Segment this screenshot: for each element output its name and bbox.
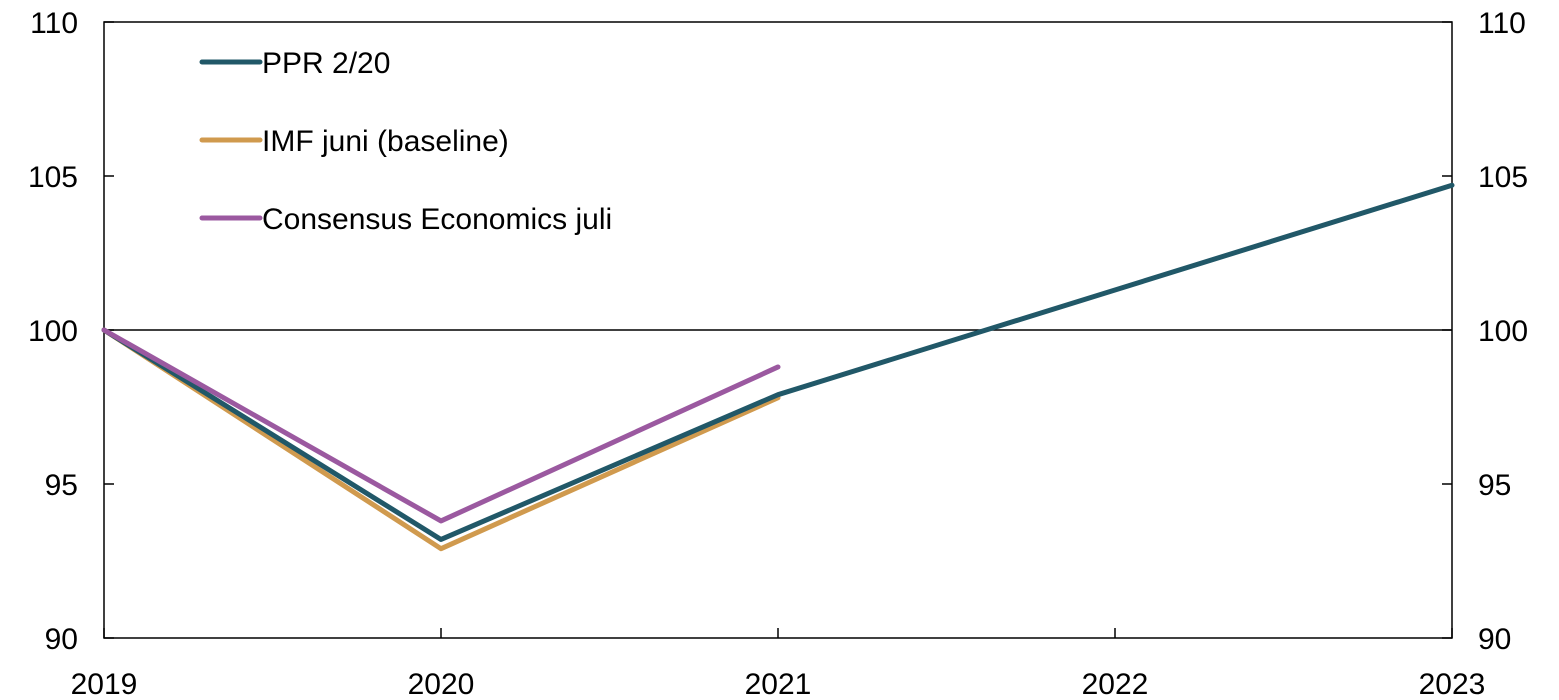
y-tick-label-right: 90 bbox=[1478, 623, 1511, 656]
y-tick-label-right: 110 bbox=[1478, 7, 1526, 40]
x-tick-label: 2019 bbox=[71, 668, 138, 700]
y-tick-label-left: 95 bbox=[45, 469, 78, 502]
legend: PPR 2/20 IMF juni (baseline) Consensus Eco… bbox=[199, 47, 612, 236]
legend-label-2: Consensus Economics juli bbox=[262, 203, 612, 236]
series-line-2 bbox=[101, 327, 781, 524]
x-tick-label: 2022 bbox=[1082, 668, 1149, 700]
legend-label-1: IMF juni (baseline) bbox=[262, 125, 509, 158]
series-line-1 bbox=[101, 327, 781, 552]
ticks-layer: 90 90 95 95 100 100 105 105 110 110 2019 2020 2021 20… bbox=[28, 7, 1528, 700]
series-line-0 bbox=[101, 182, 1455, 542]
y-tick-label-left: 110 bbox=[30, 7, 78, 40]
y-tick-label-left: 90 bbox=[45, 623, 78, 656]
y-tick-label-right: 95 bbox=[1478, 469, 1511, 502]
y-tick-label-left: 105 bbox=[28, 161, 78, 194]
x-tick-label: 2020 bbox=[408, 668, 475, 700]
y-tick-label-left: 100 bbox=[28, 315, 78, 348]
y-tick-label-right: 105 bbox=[1478, 161, 1528, 194]
x-tick-label: 2023 bbox=[1419, 668, 1486, 700]
series-layer bbox=[101, 182, 1455, 552]
x-tick-label: 2021 bbox=[745, 668, 812, 700]
y-tick-label-right: 100 bbox=[1478, 315, 1528, 348]
legend-label-0: PPR 2/20 bbox=[262, 47, 390, 80]
